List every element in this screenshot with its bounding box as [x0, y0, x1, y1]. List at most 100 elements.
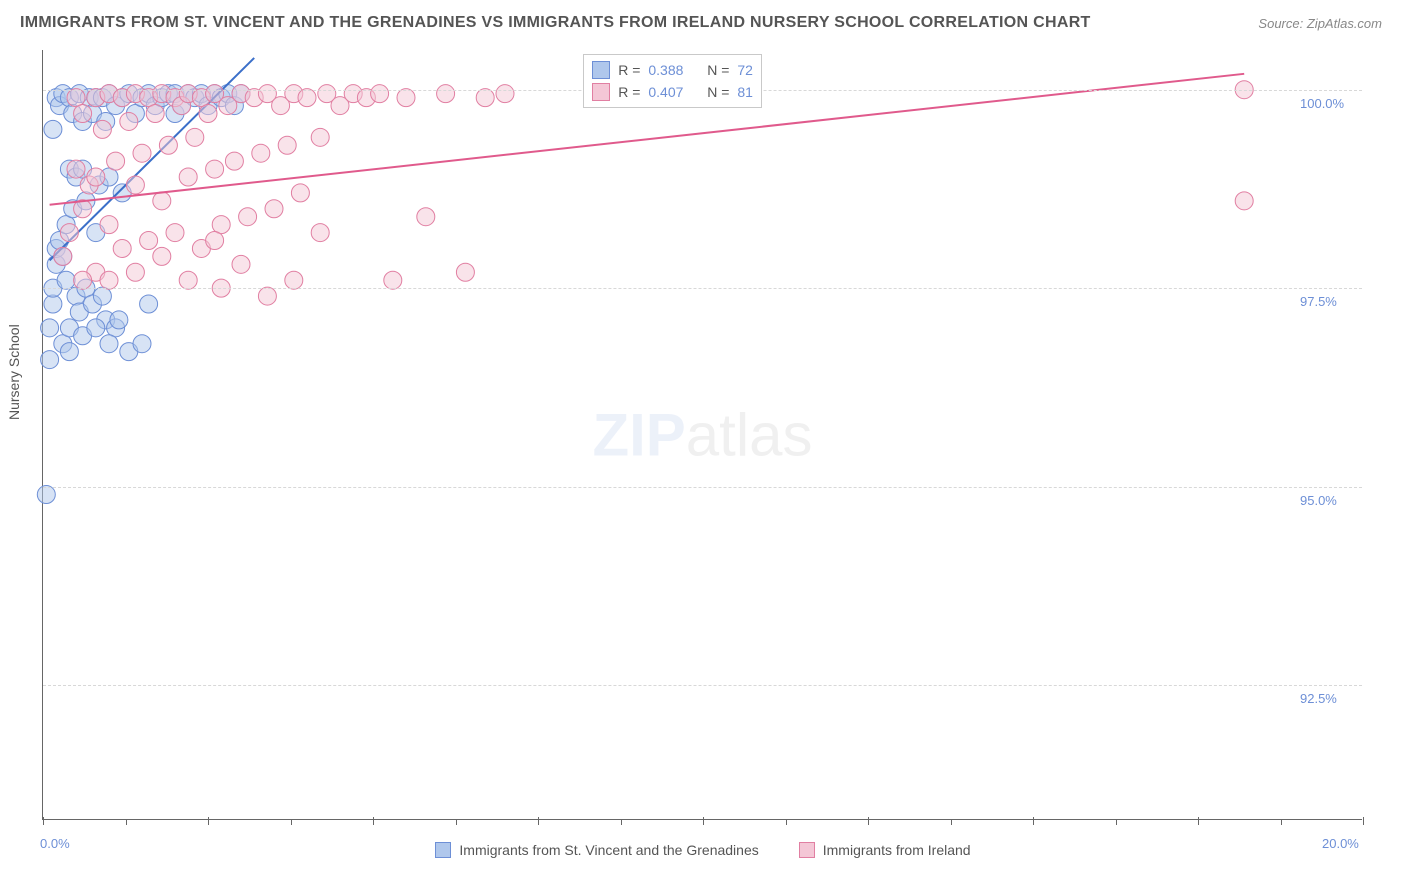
legend-n-label: N =: [707, 62, 729, 78]
scatter-point-svg: [57, 271, 75, 289]
scatter-point-svg: [37, 486, 55, 504]
legend-n-svg: 72: [737, 62, 753, 78]
y-tick-label: 100.0%: [1300, 96, 1344, 111]
scatter-point-ire: [60, 224, 78, 242]
scatter-point-ire: [133, 144, 151, 162]
scatter-point-ire: [186, 128, 204, 146]
x-tick: [1116, 819, 1117, 825]
x-tick: [126, 819, 127, 825]
scatter-point-ire: [146, 105, 164, 123]
x-tick: [1033, 817, 1034, 825]
scatter-point-ire: [298, 89, 316, 107]
scatter-point-ire: [100, 216, 118, 234]
gridline-h: [43, 288, 1362, 289]
scatter-point-ire: [120, 112, 138, 130]
scatter-point-svg: [140, 295, 158, 313]
x-tick: [208, 817, 209, 825]
scatter-point-ire: [397, 89, 415, 107]
scatter-point-ire: [285, 271, 303, 289]
y-axis-title: Nursery School: [6, 324, 22, 420]
bottom-legend: Immigrants from St. Vincent and the Gren…: [0, 842, 1406, 858]
scatter-point-ire: [153, 192, 171, 210]
scatter-point-ire: [100, 271, 118, 289]
scatter-point-ire: [258, 287, 276, 305]
y-tick-label: 92.5%: [1300, 691, 1337, 706]
scatter-point-svg: [41, 351, 59, 369]
x-tick: [291, 819, 292, 825]
scatter-point-ire: [476, 89, 494, 107]
scatter-point-ire: [265, 200, 283, 218]
scatter-point-svg: [44, 295, 62, 313]
scatter-point-ire: [252, 144, 270, 162]
scatter-point-ire: [417, 208, 435, 226]
scatter-point-ire: [212, 216, 230, 234]
scatter-point-ire: [74, 105, 92, 123]
gridline-h: [43, 685, 1362, 686]
x-tick: [1198, 817, 1199, 825]
scatter-point-ire: [437, 85, 455, 103]
scatter-point-svg: [87, 319, 105, 337]
chart-title: IMMIGRANTS FROM ST. VINCENT AND THE GREN…: [20, 14, 1091, 32]
legend-r-ire: 0.407: [648, 84, 683, 100]
bottom-label-svg: Immigrants from St. Vincent and the Gren…: [459, 842, 758, 858]
y-tick-label: 95.0%: [1300, 493, 1337, 508]
scatter-point-svg: [110, 311, 128, 329]
legend-r-label: R =: [618, 62, 640, 78]
scatter-point-ire: [74, 271, 92, 289]
scatter-point-ire: [54, 247, 72, 265]
x-tick: [703, 817, 704, 825]
scatter-point-ire: [225, 152, 243, 170]
scatter-point-ire: [107, 152, 125, 170]
legend-r-svg: 0.388: [648, 62, 683, 78]
scatter-point-svg: [41, 319, 59, 337]
scatter-point-ire: [87, 168, 105, 186]
bottom-swatch-ire: [799, 842, 815, 858]
scatter-point-ire: [496, 85, 514, 103]
scatter-point-ire: [291, 184, 309, 202]
scatter-point-ire: [199, 105, 217, 123]
scatter-point-ire: [179, 168, 197, 186]
x-tick: [43, 817, 44, 825]
legend-inset: R = 0.388 N = 72 R = 0.407 N = 81: [583, 54, 762, 108]
scatter-point-ire: [456, 263, 474, 281]
x-tick: [1363, 817, 1364, 825]
scatter-point-svg: [93, 287, 111, 305]
legend-swatch-svg: [592, 61, 610, 79]
x-tick: [868, 817, 869, 825]
legend-n-label2: N =: [707, 84, 729, 100]
scatter-point-svg: [44, 120, 62, 138]
legend-swatch-ire: [592, 83, 610, 101]
scatter-point-ire: [93, 120, 111, 138]
bottom-swatch-svg: [435, 842, 451, 858]
y-tick-label: 97.5%: [1300, 294, 1337, 309]
scatter-point-svg: [133, 335, 151, 353]
legend-n-ire: 81: [737, 84, 753, 100]
scatter-point-ire: [140, 232, 158, 250]
scatter-point-svg: [100, 335, 118, 353]
scatter-point-svg: [60, 343, 78, 361]
scatter-point-ire: [113, 239, 131, 257]
scatter-point-ire: [179, 271, 197, 289]
x-tick-label-left: 0.0%: [40, 836, 70, 851]
source-attribution: Source: ZipAtlas.com: [1258, 16, 1382, 31]
legend-r-label2: R =: [618, 84, 640, 100]
scatter-point-ire: [1235, 192, 1253, 210]
scatter-point-ire: [311, 224, 329, 242]
scatter-point-ire: [371, 85, 389, 103]
scatter-point-ire: [311, 128, 329, 146]
scatter-point-ire: [153, 247, 171, 265]
x-tick: [951, 819, 952, 825]
scatter-point-ire: [126, 263, 144, 281]
scatter-point-ire: [384, 271, 402, 289]
scatter-point-ire: [239, 208, 257, 226]
bottom-legend-ire: Immigrants from Ireland: [799, 842, 971, 858]
legend-row-svg: R = 0.388 N = 72: [592, 59, 753, 81]
bottom-legend-svg: Immigrants from St. Vincent and the Gren…: [435, 842, 758, 858]
source-value: ZipAtlas.com: [1307, 16, 1382, 31]
x-tick-label-right: 20.0%: [1322, 836, 1359, 851]
gridline-h: [43, 487, 1362, 488]
scatter-point-ire: [166, 224, 184, 242]
source-label: Source:: [1258, 16, 1303, 31]
scatter-point-ire: [206, 232, 224, 250]
scatter-point-ire: [232, 255, 250, 273]
